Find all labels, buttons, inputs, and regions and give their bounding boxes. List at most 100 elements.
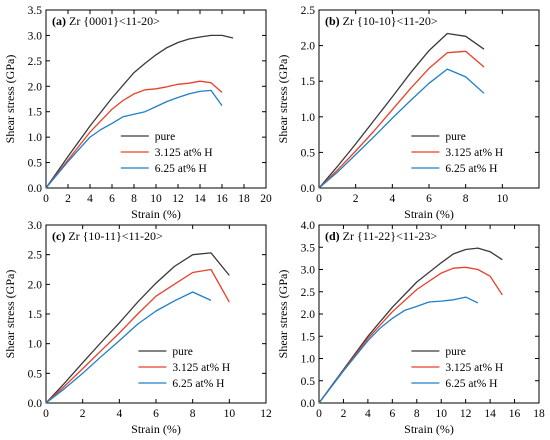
y-axis-title: Shear stress (GPa) <box>276 270 290 359</box>
chart-panel-2: 0 2 4 6 8 10 12 0.0 0.5 1.0 1.5 2.0 2.5 3.0 Strain (%)… <box>3 220 272 436</box>
y-tick-label: 1.5 <box>28 107 43 119</box>
panel-title: Zr {10-10}<11-20> <box>340 14 438 28</box>
legend-label: pure <box>445 131 465 143</box>
x-axis-title: Strain (%) <box>404 207 454 221</box>
legend-label: 3.125 at% H <box>445 362 503 374</box>
series-line-2 <box>318 296 479 404</box>
y-tick-label: 2.5 <box>28 250 43 262</box>
y-tick-label: 0.0 <box>28 183 43 195</box>
x-tick-label: 4 <box>116 408 122 420</box>
x-tick-label: 2 <box>65 193 71 205</box>
series-line-2 <box>318 68 485 189</box>
series-line-0 <box>318 247 503 404</box>
x-tick-label: 18 <box>533 408 545 420</box>
legend-label: pure <box>445 346 465 358</box>
y-tick-label: 2.5 <box>301 5 316 17</box>
x-tick-label: 16 <box>509 408 521 420</box>
y-tick-label: 1.5 <box>301 331 316 343</box>
x-tick-label: 6 <box>109 193 115 205</box>
x-tick-label: 0 <box>316 193 322 205</box>
y-axis-title: Shear stress (GPa) <box>276 55 290 144</box>
x-tick-label: 2 <box>80 408 86 420</box>
series-line-1 <box>45 268 230 404</box>
legend-label: 6.25 at% H <box>445 378 497 390</box>
legend-label: 6.25 at% H <box>172 378 224 390</box>
x-tick-label: 16 <box>216 193 228 205</box>
x-tick-label: 2 <box>353 193 359 205</box>
y-tick-label: 1.0 <box>28 339 43 351</box>
x-tick-label: 12 <box>172 193 184 205</box>
y-tick-label: 0.5 <box>28 368 43 380</box>
x-tick-label: 14 <box>194 193 206 205</box>
y-tick-label: 2.5 <box>28 56 43 68</box>
x-tick-label: 4 <box>87 193 93 205</box>
series-line-0 <box>318 32 485 189</box>
y-tick-label: 3.0 <box>28 30 43 42</box>
x-tick-label: 4 <box>389 193 395 205</box>
chart-title: (d) Zr {11-22}<11-23> <box>325 229 437 243</box>
x-tick-label: 14 <box>484 408 496 420</box>
x-tick-label: 6 <box>389 408 395 420</box>
x-tick-label: 12 <box>460 408 472 420</box>
x-tick-label: 18 <box>238 193 250 205</box>
x-tick-label: 2 <box>341 408 347 420</box>
x-axis-title: Strain (%) <box>404 422 454 436</box>
series-line-1 <box>318 50 485 189</box>
x-tick-label: 8 <box>190 408 196 420</box>
y-tick-label: 0.0 <box>301 398 316 410</box>
y-tick-label: 1.5 <box>301 76 316 88</box>
x-tick-label: 8 <box>131 193 137 205</box>
x-tick-label: 12 <box>260 408 272 420</box>
y-tick-label: 1.5 <box>28 309 43 321</box>
y-tick-label: 2.0 <box>28 81 43 93</box>
y-tick-label: 3.0 <box>28 220 43 232</box>
x-tick-label: 10 <box>224 408 236 420</box>
plot-frame <box>318 224 540 404</box>
x-tick-label: 0 <box>316 408 322 420</box>
x-tick-label: 10 <box>435 408 447 420</box>
series-line-1 <box>45 80 223 189</box>
y-tick-label: 1.0 <box>301 112 316 124</box>
x-axis-title: Strain (%) <box>131 207 181 221</box>
y-tick-label: 2.0 <box>301 309 316 321</box>
legend-label: 3.125 at% H <box>155 147 213 159</box>
y-tick-label: 0.5 <box>301 376 316 388</box>
y-tick-label: 0.0 <box>301 183 316 195</box>
y-tick-label: 3.5 <box>28 5 43 17</box>
x-tick-label: 0 <box>43 408 49 420</box>
series-line-0 <box>45 34 234 189</box>
x-axis-title: Strain (%) <box>131 422 181 436</box>
panel-label: (c) <box>52 229 65 243</box>
series-line-0 <box>45 252 230 404</box>
x-tick-label: 6 <box>153 408 159 420</box>
legend-label: pure <box>155 131 175 143</box>
y-tick-label: 4.0 <box>301 220 316 232</box>
y-tick-label: 1.0 <box>301 354 316 366</box>
x-tick-label: 8 <box>414 408 420 420</box>
series-line-1 <box>318 266 503 404</box>
y-tick-label: 2.0 <box>301 41 316 53</box>
panel-title: Zr {10-11}<11-20> <box>65 229 163 243</box>
chart-panel-1: 0 2 4 6 8 10 0.0 0.5 1.0 1.5 2.0 2.5 Strain (%) Shear… <box>276 5 540 221</box>
series-line-2 <box>45 291 212 404</box>
chart-panel-0: 0 2 4 6 8 10 12 14 16 18 20 0.0 0.5 1.0 1.5 2.0 2.5 3.0 3.… <box>3 5 272 221</box>
y-tick-label: 0.0 <box>28 398 43 410</box>
series-line-2 <box>45 89 223 189</box>
x-tick-label: 6 <box>426 193 432 205</box>
legend-label: 3.125 at% H <box>445 147 503 159</box>
chart-panel-3: 0 2 4 6 8 10 12 14 16 18 0.0 0.5 1.0 1.5 2.0 2.5 3.0 3.5 4… <box>276 220 545 436</box>
y-tick-label: 2.5 <box>301 287 316 299</box>
y-axis-title: Shear stress (GPa) <box>3 270 17 359</box>
x-tick-label: 20 <box>260 193 272 205</box>
chart-title: (c) Zr {10-11}<11-20> <box>52 229 163 243</box>
panel-label: (b) <box>325 14 340 28</box>
panel-label: (d) <box>325 229 340 243</box>
x-tick-label: 0 <box>43 193 49 205</box>
y-tick-label: 1.0 <box>28 132 43 144</box>
chart-title: (b) Zr {10-10}<11-20> <box>325 14 438 28</box>
legend-label: 3.125 at% H <box>172 362 230 374</box>
legend-label: 6.25 at% H <box>445 163 497 175</box>
y-tick-label: 0.5 <box>28 158 43 170</box>
legend-label: 6.25 at% H <box>155 163 207 175</box>
